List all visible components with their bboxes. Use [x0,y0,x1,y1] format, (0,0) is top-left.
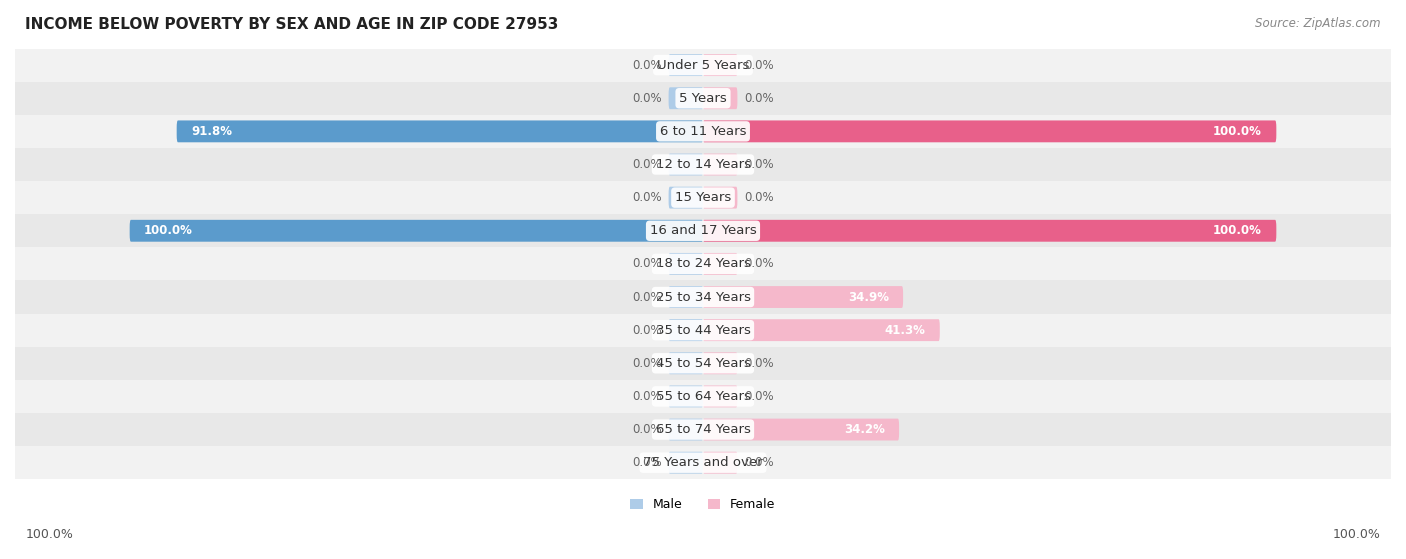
FancyBboxPatch shape [703,120,1277,143]
Text: 100.0%: 100.0% [1213,224,1263,237]
FancyBboxPatch shape [15,181,1391,214]
Text: 18 to 24 Years: 18 to 24 Years [655,257,751,271]
Text: 0.0%: 0.0% [744,191,773,204]
FancyBboxPatch shape [15,281,1391,314]
Text: 0.0%: 0.0% [744,59,773,72]
FancyBboxPatch shape [15,247,1391,281]
FancyBboxPatch shape [15,148,1391,181]
Text: 0.0%: 0.0% [633,390,662,403]
FancyBboxPatch shape [703,452,737,473]
Text: 0.0%: 0.0% [633,423,662,436]
Text: 16 and 17 Years: 16 and 17 Years [650,224,756,237]
FancyBboxPatch shape [15,347,1391,380]
FancyBboxPatch shape [703,154,737,176]
FancyBboxPatch shape [15,49,1391,82]
Text: 0.0%: 0.0% [633,257,662,271]
Text: 34.2%: 34.2% [844,423,884,436]
FancyBboxPatch shape [703,187,737,209]
FancyBboxPatch shape [669,154,703,176]
Text: 0.0%: 0.0% [633,291,662,304]
FancyBboxPatch shape [669,452,703,473]
FancyBboxPatch shape [15,82,1391,115]
FancyBboxPatch shape [15,115,1391,148]
FancyBboxPatch shape [669,419,703,440]
Text: 0.0%: 0.0% [744,390,773,403]
FancyBboxPatch shape [669,286,703,308]
Text: 0.0%: 0.0% [633,191,662,204]
Text: 34.9%: 34.9% [848,291,889,304]
FancyBboxPatch shape [703,286,903,308]
Text: 45 to 54 Years: 45 to 54 Years [655,357,751,370]
FancyBboxPatch shape [177,120,703,143]
Text: 35 to 44 Years: 35 to 44 Years [655,324,751,337]
FancyBboxPatch shape [669,386,703,408]
FancyBboxPatch shape [15,380,1391,413]
Text: Source: ZipAtlas.com: Source: ZipAtlas.com [1256,17,1381,30]
FancyBboxPatch shape [669,87,703,109]
FancyBboxPatch shape [15,413,1391,446]
FancyBboxPatch shape [703,54,737,76]
Text: 0.0%: 0.0% [633,158,662,171]
Text: 0.0%: 0.0% [744,92,773,105]
Text: INCOME BELOW POVERTY BY SEX AND AGE IN ZIP CODE 27953: INCOME BELOW POVERTY BY SEX AND AGE IN Z… [25,17,558,32]
Text: 100.0%: 100.0% [143,224,193,237]
FancyBboxPatch shape [703,87,737,109]
Text: 25 to 34 Years: 25 to 34 Years [655,291,751,304]
FancyBboxPatch shape [703,220,1277,241]
FancyBboxPatch shape [669,187,703,209]
FancyBboxPatch shape [15,314,1391,347]
FancyBboxPatch shape [15,446,1391,479]
Text: 12 to 14 Years: 12 to 14 Years [655,158,751,171]
Text: 0.0%: 0.0% [744,357,773,370]
Text: Under 5 Years: Under 5 Years [657,59,749,72]
Text: 6 to 11 Years: 6 to 11 Years [659,125,747,138]
FancyBboxPatch shape [669,54,703,76]
FancyBboxPatch shape [669,253,703,275]
Text: 65 to 74 Years: 65 to 74 Years [655,423,751,436]
Text: 75 Years and over: 75 Years and over [643,456,763,469]
Text: 15 Years: 15 Years [675,191,731,204]
Text: 0.0%: 0.0% [633,59,662,72]
FancyBboxPatch shape [703,253,737,275]
Text: 5 Years: 5 Years [679,92,727,105]
FancyBboxPatch shape [703,419,898,440]
FancyBboxPatch shape [129,220,703,241]
Text: 0.0%: 0.0% [744,456,773,469]
Text: 0.0%: 0.0% [744,257,773,271]
Text: 91.8%: 91.8% [191,125,232,138]
FancyBboxPatch shape [669,319,703,341]
Text: 0.0%: 0.0% [633,324,662,337]
Text: 0.0%: 0.0% [633,92,662,105]
Text: 55 to 64 Years: 55 to 64 Years [655,390,751,403]
Text: 100.0%: 100.0% [25,528,73,541]
FancyBboxPatch shape [703,352,737,374]
Text: 0.0%: 0.0% [744,158,773,171]
FancyBboxPatch shape [703,386,737,408]
Text: 41.3%: 41.3% [884,324,925,337]
Text: 100.0%: 100.0% [1333,528,1381,541]
Text: 0.0%: 0.0% [633,357,662,370]
Legend: Male, Female: Male, Female [626,493,780,516]
FancyBboxPatch shape [703,319,939,341]
Text: 0.0%: 0.0% [633,456,662,469]
Text: 100.0%: 100.0% [1213,125,1263,138]
FancyBboxPatch shape [669,352,703,374]
FancyBboxPatch shape [15,214,1391,247]
